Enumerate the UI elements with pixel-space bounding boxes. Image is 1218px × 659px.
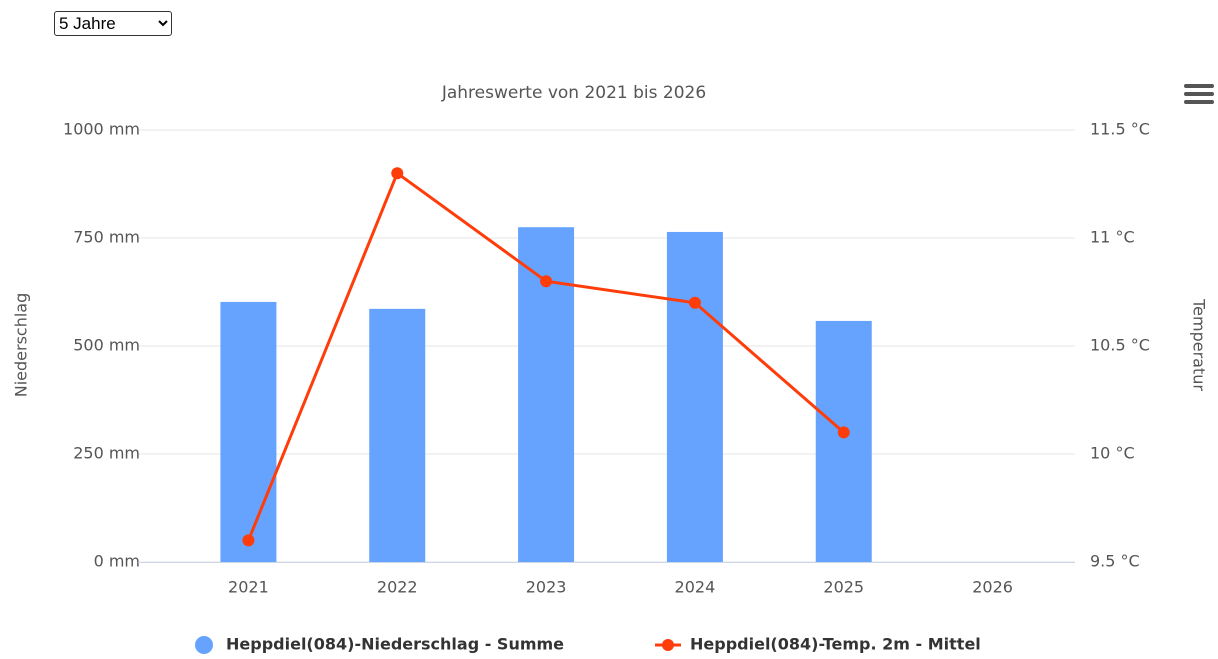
y2-axis-title: Temperatur <box>1190 298 1209 391</box>
temperature-point <box>391 167 404 180</box>
legend-symbol <box>662 639 674 651</box>
temperature-point <box>540 275 553 288</box>
period-dropdown[interactable]: 5 Jahre <box>54 11 172 36</box>
x-tick-label: 2022 <box>377 578 418 597</box>
legend-symbol <box>195 636 213 654</box>
legend-label: Heppdiel(084)-Niederschlag - Summe <box>226 635 564 654</box>
temperature-point <box>242 534 255 547</box>
menu-bar[interactable] <box>1184 100 1214 104</box>
y2-tick-label: 11 °C <box>1090 228 1135 247</box>
temperature-point <box>837 426 850 439</box>
bar <box>815 320 872 562</box>
y-axis-title: Niederschlag <box>12 293 31 398</box>
y-tick-label: 0 mm <box>94 552 140 571</box>
y2-tick-label: 11.5 °C <box>1090 120 1150 139</box>
y-tick-label: 500 mm <box>73 336 140 355</box>
y-tick-label: 750 mm <box>73 228 140 247</box>
x-tick-label: 2024 <box>675 578 716 597</box>
menu-bar[interactable] <box>1184 84 1214 88</box>
x-tick-label: 2021 <box>228 578 269 597</box>
y-tick-label: 250 mm <box>73 444 140 463</box>
y2-tick-label: 10 °C <box>1090 444 1135 463</box>
y2-tick-label: 10.5 °C <box>1090 336 1150 355</box>
chart-title: Jahreswerte von 2021 bis 2026 <box>441 83 706 103</box>
legend-label: Heppdiel(084)-Temp. 2m - Mittel <box>690 635 981 654</box>
menu-bar[interactable] <box>1184 92 1214 96</box>
y2-tick-label: 9.5 °C <box>1090 552 1140 571</box>
menu-icon[interactable] <box>1184 84 1214 104</box>
bar <box>666 231 723 562</box>
x-tick-label: 2025 <box>823 578 864 597</box>
bar <box>369 308 426 562</box>
bar <box>220 301 277 562</box>
x-tick-label: 2023 <box>526 578 567 597</box>
x-tick-label: 2026 <box>972 578 1013 597</box>
y-tick-label: 1000 mm <box>63 120 140 139</box>
temperature-point <box>688 296 701 309</box>
